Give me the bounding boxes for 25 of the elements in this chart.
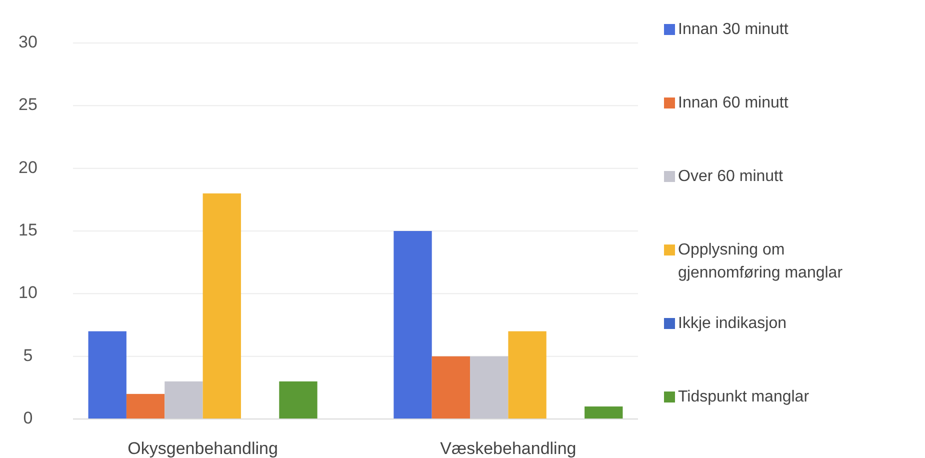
legend-label: Innan 60 minutt <box>678 94 789 112</box>
y-tick-label: 10 <box>18 283 38 302</box>
bar <box>164 381 203 419</box>
bar <box>126 394 165 419</box>
legend-label: Innan 30 minutt <box>678 21 789 38</box>
bar <box>470 356 508 419</box>
y-tick-label: 25 <box>18 95 38 114</box>
bar <box>202 193 241 419</box>
y-tick-label: 30 <box>18 32 38 52</box>
x-tick-label: Væskebehandling <box>440 439 576 458</box>
legend-label: Opplysning om gjennomføring manglar <box>678 242 844 282</box>
legend-label: Tidspunkt manglar <box>678 388 810 406</box>
bar <box>432 356 470 419</box>
legend-label: Over 60 minutt <box>678 168 784 186</box>
bar <box>584 406 623 419</box>
bar <box>279 381 318 419</box>
y-tick-label: 15 <box>18 220 38 240</box>
x-tick-label: Okysgenbehandling <box>128 439 278 458</box>
y-tick-label: 0 <box>23 408 33 428</box>
y-tick-label: 20 <box>18 158 38 177</box>
legend-label: Ikkje indikasjon <box>678 315 786 332</box>
bar <box>508 331 546 419</box>
bar <box>394 231 432 419</box>
y-tick-label: 5 <box>23 346 33 365</box>
bar <box>88 331 126 419</box>
